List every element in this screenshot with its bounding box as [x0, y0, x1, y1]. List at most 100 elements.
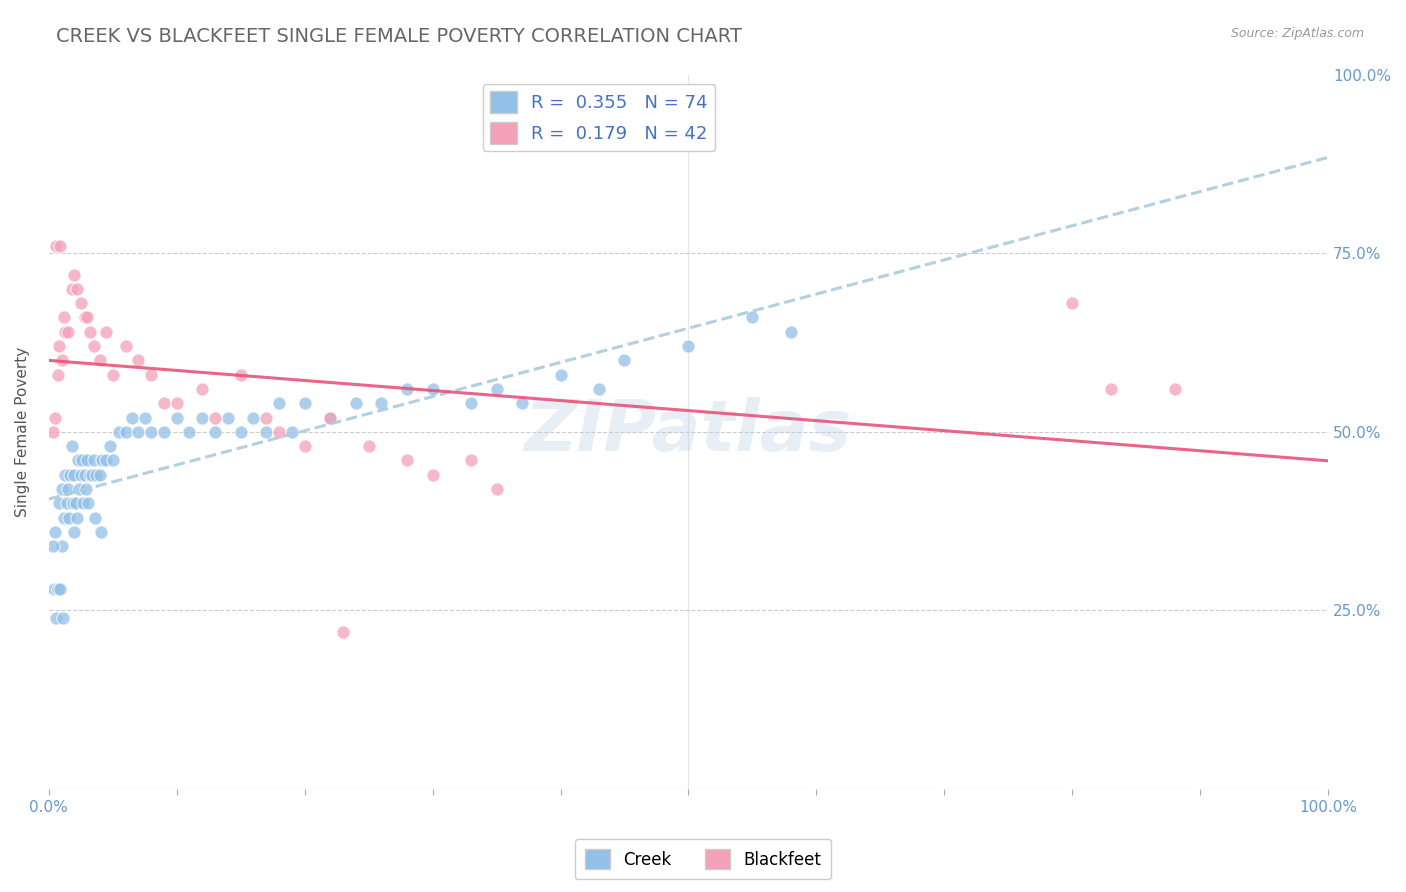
Point: [422, 382, 444, 396]
Point: [91, 453, 114, 467]
Point: [45, 239, 67, 253]
Legend: R =  0.355   N = 74, R =  0.179   N = 42: R = 0.355 N = 74, R = 0.179 N = 42: [482, 84, 716, 151]
Point: [59, 467, 82, 482]
Point: [510, 396, 533, 410]
Point: [53, 510, 76, 524]
Point: [127, 353, 149, 368]
Point: [65, 496, 87, 510]
Point: [83, 453, 105, 467]
Point: [127, 425, 149, 439]
Point: [79, 467, 101, 482]
Point: [48, 496, 70, 510]
Point: [62, 496, 84, 510]
Point: [153, 425, 176, 439]
Point: [73, 467, 96, 482]
Point: [204, 410, 226, 425]
Point: [41, 425, 63, 439]
Point: [395, 453, 418, 467]
Point: [51, 353, 73, 368]
Point: [395, 382, 418, 396]
Point: [191, 410, 214, 425]
Point: [101, 453, 124, 467]
Point: [77, 496, 100, 510]
Point: [55, 325, 77, 339]
Point: [1062, 296, 1084, 310]
Point: [60, 282, 83, 296]
Point: [98, 439, 121, 453]
Point: [139, 425, 162, 439]
Point: [76, 453, 98, 467]
Point: [58, 510, 80, 524]
Point: [51, 539, 73, 553]
Point: [83, 339, 105, 353]
Point: [66, 510, 89, 524]
Point: [1163, 382, 1185, 396]
Point: [41, 539, 63, 553]
Point: [83, 510, 105, 524]
Point: [101, 368, 124, 382]
Point: [267, 396, 290, 410]
Point: [319, 410, 342, 425]
Point: [70, 453, 93, 467]
Point: [49, 582, 72, 596]
Point: [134, 410, 156, 425]
Point: [63, 467, 86, 482]
Y-axis label: Single Female Poverty: Single Female Poverty: [15, 347, 30, 517]
Point: [114, 425, 136, 439]
Point: [741, 310, 763, 325]
Point: [69, 296, 91, 310]
Point: [460, 396, 482, 410]
Point: [267, 425, 290, 439]
Point: [319, 410, 342, 425]
Point: [72, 496, 94, 510]
Point: [191, 382, 214, 396]
Point: [139, 368, 162, 382]
Text: ZIPatlas: ZIPatlas: [524, 397, 852, 467]
Point: [55, 467, 77, 482]
Point: [89, 467, 111, 482]
Point: [166, 410, 188, 425]
Point: [204, 425, 226, 439]
Point: [60, 439, 83, 453]
Point: [254, 410, 277, 425]
Point: [46, 368, 69, 382]
Point: [217, 410, 239, 425]
Point: [550, 368, 572, 382]
Point: [75, 482, 97, 496]
Point: [281, 425, 304, 439]
Point: [779, 325, 801, 339]
Point: [108, 425, 131, 439]
Point: [44, 524, 66, 539]
Point: [588, 382, 610, 396]
Point: [84, 467, 107, 482]
Point: [42, 582, 65, 596]
Point: [121, 410, 143, 425]
Point: [49, 239, 72, 253]
Point: [294, 439, 316, 453]
Point: [179, 425, 201, 439]
Point: [166, 396, 188, 410]
Point: [79, 325, 101, 339]
Point: [96, 453, 118, 467]
Point: [69, 467, 91, 482]
Point: [55, 496, 77, 510]
Point: [44, 410, 66, 425]
Point: [63, 268, 86, 282]
Point: [229, 368, 252, 382]
Point: [73, 310, 96, 325]
Point: [254, 425, 277, 439]
Point: [51, 482, 73, 496]
Point: [1099, 382, 1122, 396]
Point: [96, 325, 118, 339]
Point: [67, 453, 90, 467]
Point: [76, 310, 98, 325]
Point: [82, 467, 104, 482]
Point: [56, 482, 79, 496]
Point: [52, 610, 75, 624]
Point: [678, 339, 700, 353]
Point: [89, 353, 111, 368]
Point: [485, 382, 508, 396]
Text: Source: ZipAtlas.com: Source: ZipAtlas.com: [1230, 27, 1364, 40]
Point: [90, 524, 112, 539]
Point: [242, 410, 264, 425]
